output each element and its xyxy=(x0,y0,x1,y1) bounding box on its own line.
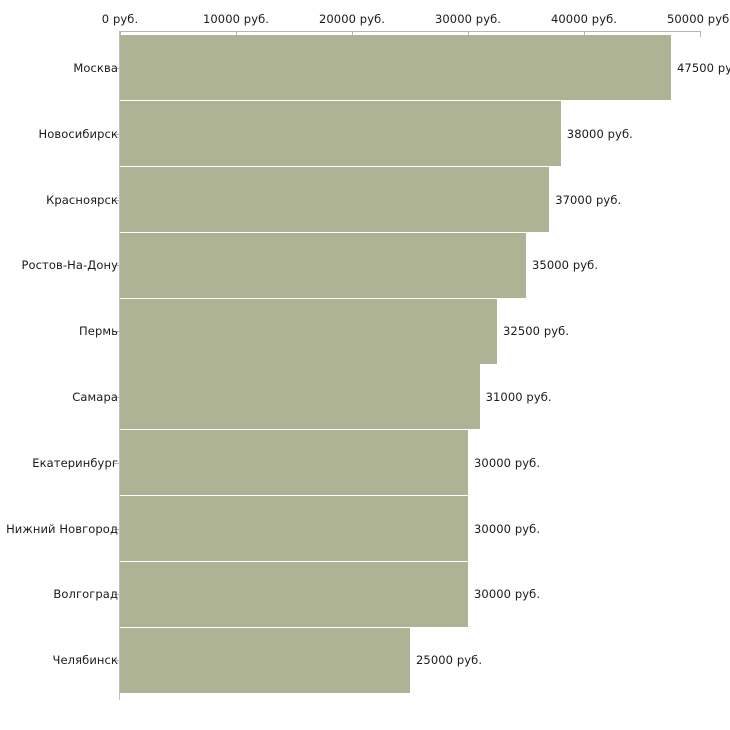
y-axis-tick xyxy=(114,331,119,332)
bar-value-label: 38000 руб. xyxy=(566,126,633,141)
y-axis-tick xyxy=(114,68,119,69)
y-axis-tick xyxy=(114,265,119,266)
bar-value-label: 31000 руб. xyxy=(485,389,552,404)
bar[interactable] xyxy=(120,232,526,298)
bar[interactable] xyxy=(120,167,550,232)
y-axis-tick xyxy=(114,594,119,595)
bar-value-label: 30000 руб. xyxy=(474,455,541,470)
y-axis-category-label: Ростов-На-Дону xyxy=(21,258,118,273)
x-axis-tick-label: 10000 руб. xyxy=(202,12,270,26)
x-axis-tick xyxy=(119,31,121,37)
x-axis-tick-label: 50000 руб. xyxy=(666,12,730,26)
y-axis-tick xyxy=(114,134,119,135)
bar[interactable] xyxy=(120,430,468,496)
y-axis-category-label: Пермь xyxy=(79,324,118,339)
y-axis-line xyxy=(119,31,120,700)
y-axis-category-label: Нижний Новгород xyxy=(6,521,118,536)
y-axis-category-label: Новосибирск xyxy=(38,126,118,141)
y-axis-tick xyxy=(114,529,119,530)
x-axis-tick xyxy=(351,31,353,37)
x-axis-line xyxy=(120,31,700,32)
y-axis-tick xyxy=(114,660,119,661)
x-axis-tick xyxy=(467,31,469,37)
x-axis-tick-label: 20000 руб. xyxy=(318,12,386,26)
y-axis-category-label: Москва xyxy=(73,60,118,75)
x-axis-tick xyxy=(235,31,237,37)
x-axis-tick xyxy=(583,31,585,37)
y-axis-category-label: Красноярск xyxy=(46,192,118,207)
bar-value-label: 30000 руб. xyxy=(474,521,541,536)
x-axis-tick-label: 30000 руб. xyxy=(434,12,502,26)
y-axis-tick xyxy=(114,397,119,398)
bar-value-label: 47500 руб. xyxy=(677,60,730,75)
x-axis-tick-label: 0 руб. xyxy=(101,12,139,26)
bar[interactable] xyxy=(120,35,671,101)
y-axis-category-label: Екатеринбург xyxy=(32,455,118,470)
bar-value-label: 37000 руб. xyxy=(555,192,622,207)
y-axis-category-label: Самара xyxy=(72,389,118,404)
x-axis-tick xyxy=(699,31,701,37)
y-axis-tick xyxy=(114,463,119,464)
bar-value-label: 32500 руб. xyxy=(503,324,570,339)
bar-value-label: 25000 руб. xyxy=(416,653,483,668)
bar-value-label: 35000 руб. xyxy=(532,258,599,273)
bar[interactable] xyxy=(120,364,480,430)
bar[interactable] xyxy=(120,101,561,167)
bar-value-label: 30000 руб. xyxy=(474,587,541,602)
bar[interactable] xyxy=(120,627,410,693)
bar[interactable] xyxy=(120,561,468,627)
y-axis-tick xyxy=(114,200,119,201)
bar[interactable] xyxy=(120,496,468,561)
bar[interactable] xyxy=(120,298,497,364)
x-axis-tick-label: 40000 руб. xyxy=(550,12,618,26)
y-axis-category-label: Челябинск xyxy=(52,653,118,668)
y-axis-category-label: Волгоград xyxy=(53,587,118,602)
